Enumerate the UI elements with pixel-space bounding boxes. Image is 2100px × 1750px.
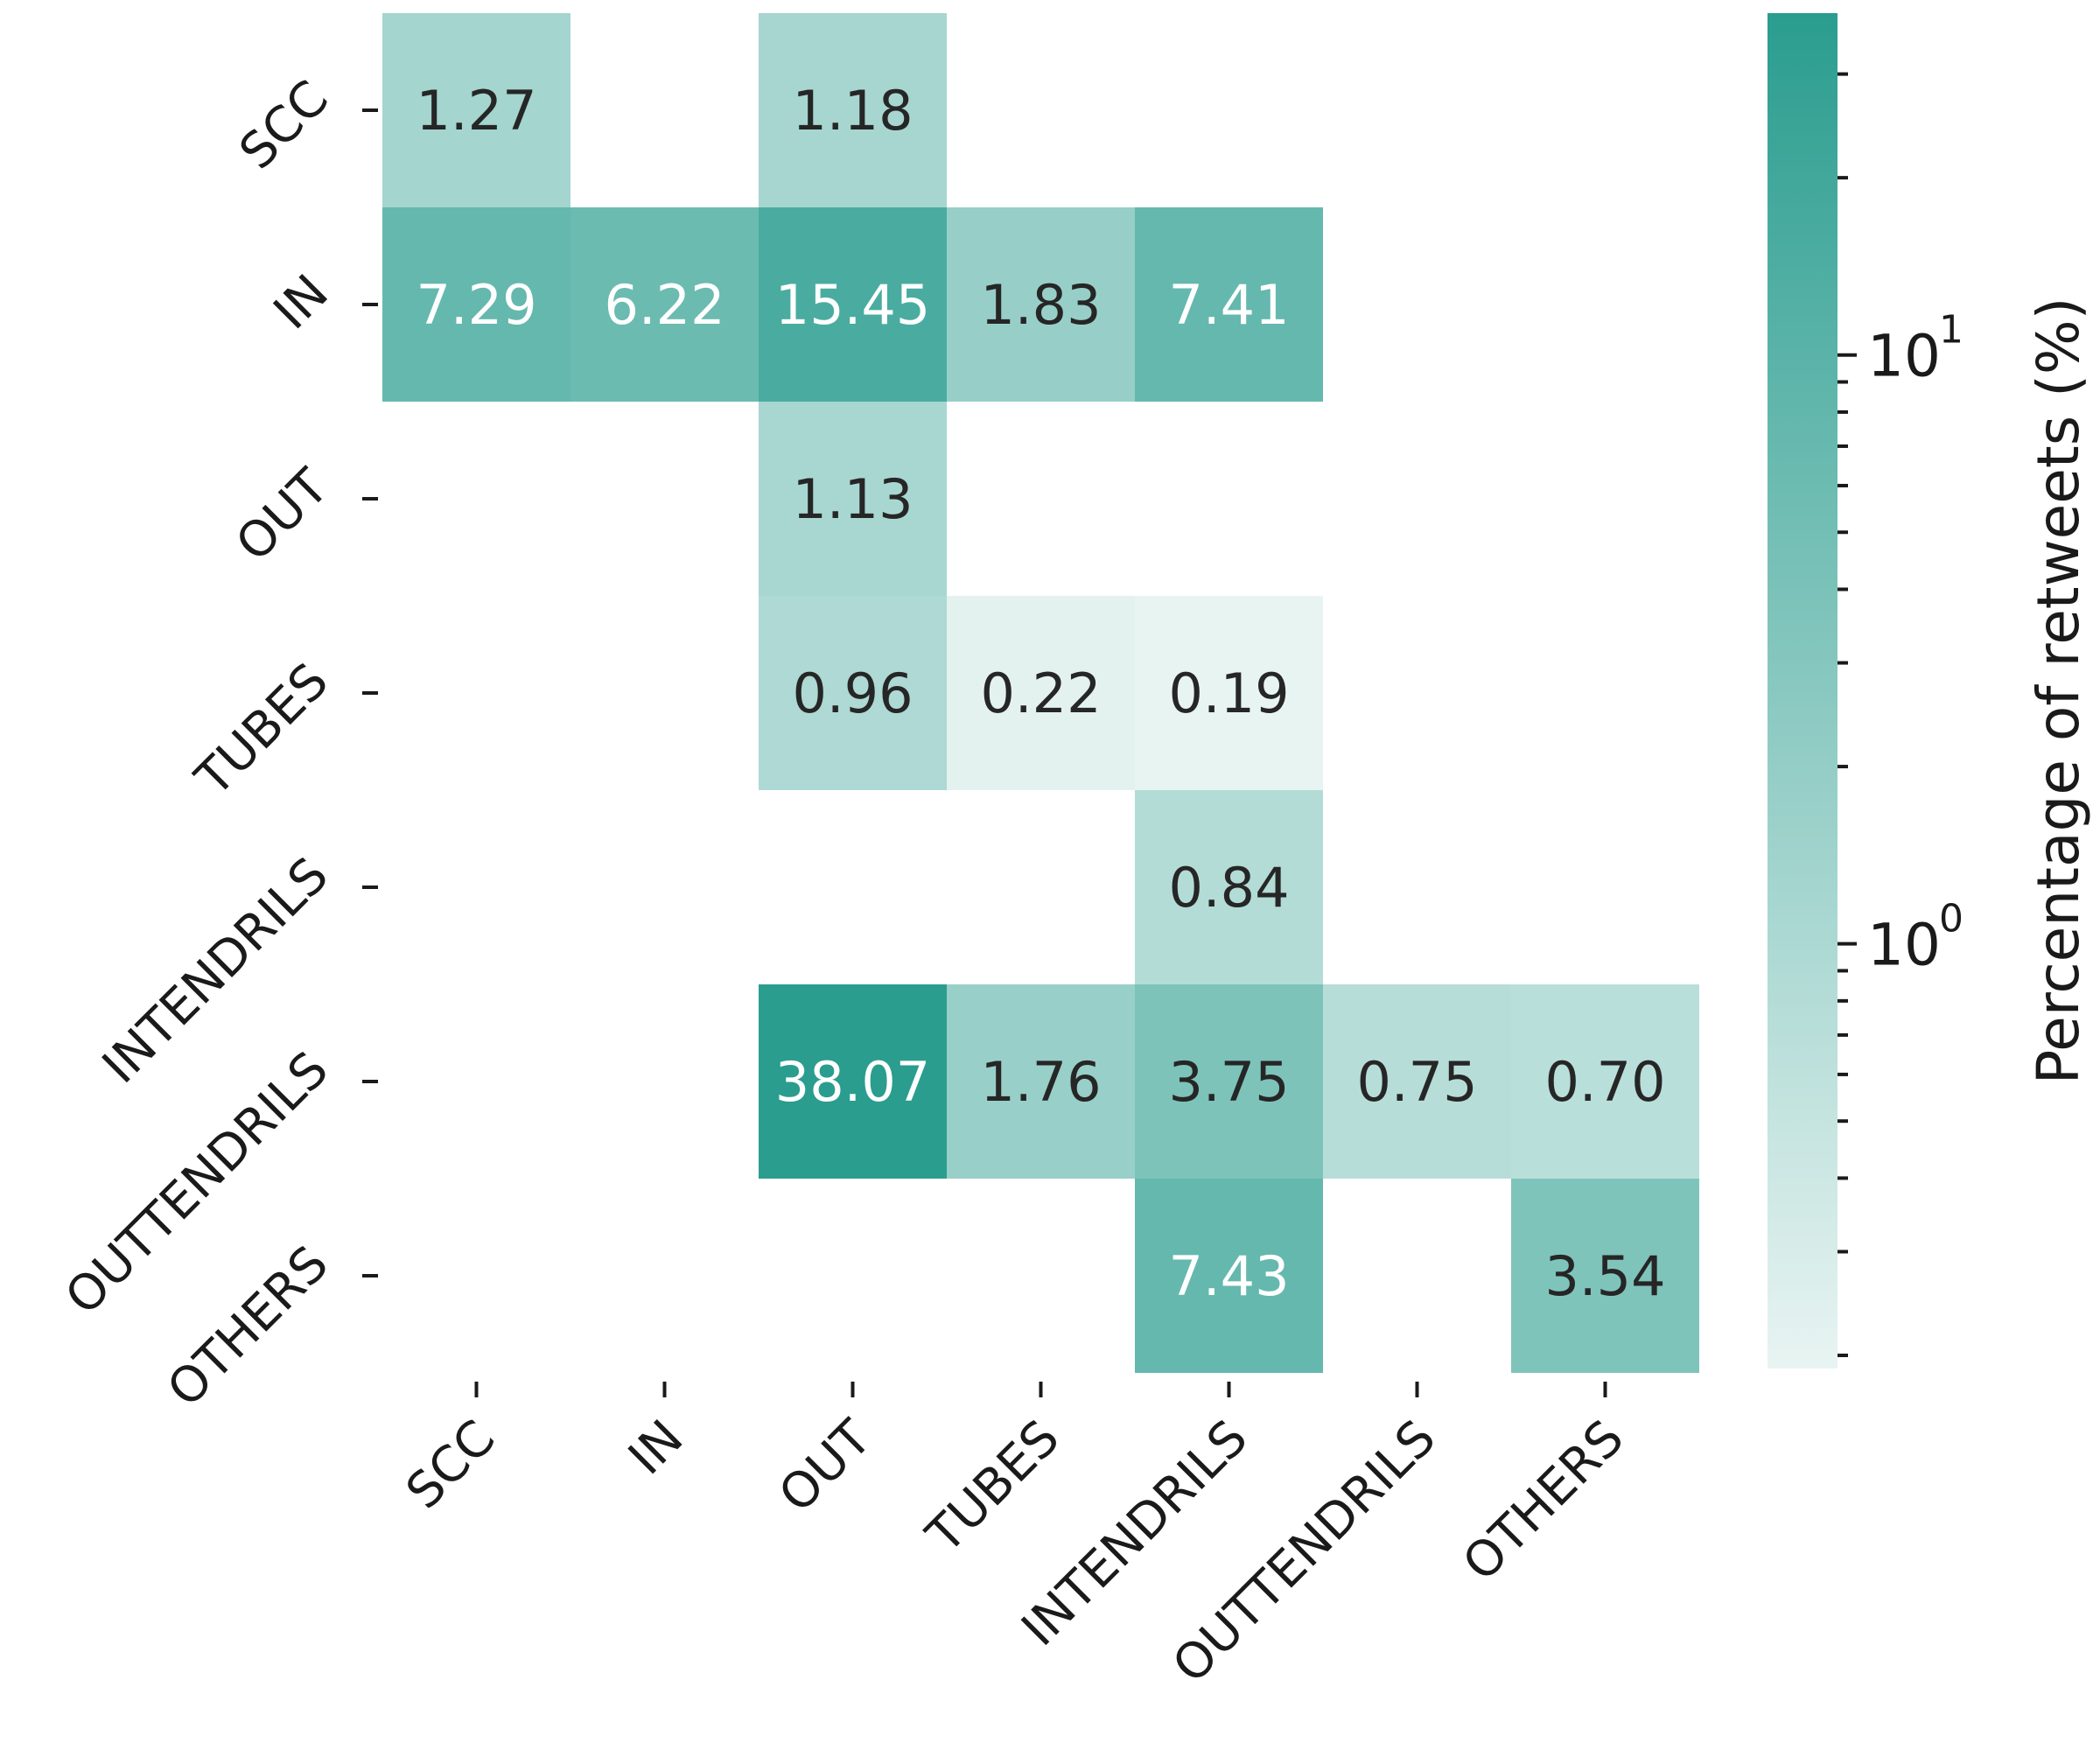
x-tick-label: TUBES <box>915 1410 1070 1564</box>
heatmap-cell <box>947 596 1135 790</box>
cell-value-label: 6.22 <box>604 273 724 337</box>
cell-value-label: 0.22 <box>980 662 1101 725</box>
colorbar-tick-exponent: 1 <box>1939 308 1964 353</box>
y-tick-label: OTHERS <box>157 1236 340 1418</box>
cell-value-label: 0.84 <box>1168 856 1289 920</box>
heatmap-cells: 1.27 1.18 7.29 6.22 15.45 1.83 7.41 1.13 0.96 0.2… <box>382 13 1699 1373</box>
cell-value-label: 1.18 <box>792 79 913 143</box>
cell-value-label: 7.41 <box>1168 273 1289 337</box>
heatmap-cell <box>1323 984 1511 1179</box>
cell-value-label: 0.19 <box>1168 662 1289 725</box>
heatmap-cell <box>759 402 947 596</box>
heatmap-cell <box>759 207 947 402</box>
x-tick-label: SCC <box>396 1410 506 1520</box>
heatmap-cell <box>759 984 947 1179</box>
cell-value-label: 15.45 <box>775 273 931 337</box>
colorbar-label: Percentage of retweets (%) <box>2025 298 2092 1085</box>
x-tick-label: OTHERS <box>1452 1410 1635 1592</box>
cell-value-label: 1.27 <box>416 79 536 143</box>
colorbar-gradient <box>1768 13 1838 1368</box>
cell-value-label: 1.13 <box>792 467 913 531</box>
heatmap-cell <box>947 984 1135 1179</box>
heatmap-cell <box>1135 207 1323 402</box>
colorbar-tick-exponent: 0 <box>1939 897 1964 942</box>
cell-value-label: 1.76 <box>980 1050 1101 1114</box>
heatmap-cell <box>1135 790 1323 984</box>
cell-value-label: 3.54 <box>1544 1244 1665 1308</box>
cell-value-label: 7.29 <box>416 273 536 337</box>
y-tick-label: IN <box>263 264 340 340</box>
heatmap-cell <box>1135 1179 1323 1373</box>
heatmap-cell <box>1511 1179 1699 1373</box>
cell-value-label: 1.83 <box>980 273 1101 337</box>
heatmap-cell <box>382 207 570 402</box>
cell-value-label: 0.70 <box>1544 1050 1665 1114</box>
cell-value-label: 38.07 <box>775 1050 931 1114</box>
cell-value-label: 0.96 <box>792 662 913 725</box>
heatmap-cell <box>759 13 947 207</box>
y-tick-label: TUBES <box>185 653 340 808</box>
heatmap-cell <box>1135 984 1323 1179</box>
y-tick-label: OUT <box>226 458 340 572</box>
heatmap-cell <box>1511 984 1699 1179</box>
cell-value-label: 7.43 <box>1168 1244 1289 1308</box>
heatmap-cell <box>759 596 947 790</box>
cell-value-label: 0.75 <box>1356 1050 1477 1114</box>
heatmap-cell <box>570 207 759 402</box>
cell-value-label: 3.75 <box>1168 1050 1289 1114</box>
colorbar-tick-label: 10 <box>1867 323 1941 390</box>
y-tick-label: SCC <box>229 70 340 180</box>
heatmap-cell <box>382 13 570 207</box>
heatmap-cell <box>947 207 1135 402</box>
x-tick-label: OUT <box>768 1409 883 1523</box>
x-tick-label: IN <box>618 1410 694 1486</box>
colorbar-tick-label: 10 <box>1867 912 1941 979</box>
heatmap-cell <box>1135 596 1323 790</box>
